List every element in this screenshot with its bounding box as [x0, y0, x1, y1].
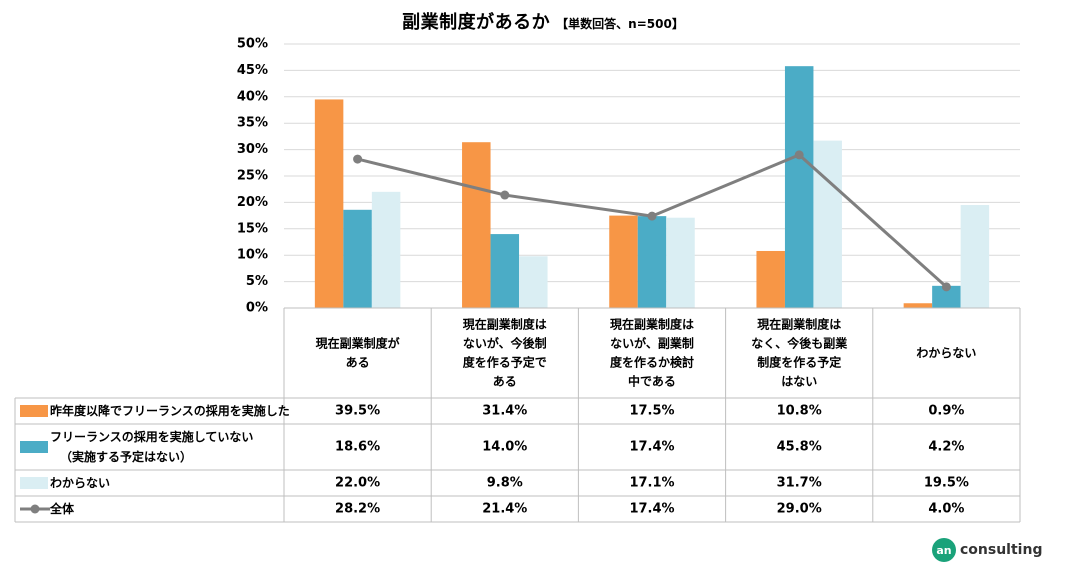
data-value-label: 45.8%: [777, 440, 822, 455]
line-point: [647, 211, 657, 221]
data-value-label: 22.0%: [335, 476, 380, 491]
y-tick-label: 5%: [246, 274, 268, 289]
line-point: [353, 154, 363, 164]
data-value-label: 17.1%: [629, 476, 674, 491]
y-tick-label: 15%: [237, 221, 268, 236]
category-label: なく、今後も副業: [751, 336, 848, 351]
y-tick-label: 20%: [237, 195, 268, 210]
category-label: わからない: [916, 346, 976, 360]
category-label: 現在副業制度は: [610, 317, 694, 332]
brand-logo-text: consulting: [960, 542, 1043, 558]
data-value-label: 0.9%: [928, 404, 964, 419]
y-tick-label: 10%: [237, 248, 268, 263]
data-value-label: 14.0%: [482, 440, 527, 455]
category-label: 制度を作る予定: [757, 355, 841, 370]
data-value-label: 17.5%: [629, 404, 674, 419]
data-value-label: 21.4%: [482, 502, 527, 517]
category-label: ないが、副業制: [610, 336, 694, 351]
chart-subtitle: 【単数回答、n=500】: [556, 17, 684, 31]
data-value-label: 31.7%: [777, 476, 822, 491]
category-label: はない: [781, 375, 817, 389]
category-label: ある: [493, 375, 517, 389]
bar: [371, 191, 401, 308]
data-value-label: 4.2%: [928, 440, 964, 455]
category-label: 度を作る予定で: [463, 355, 547, 370]
data-value-label: 17.4%: [629, 440, 674, 455]
data-value-label: 10.8%: [777, 404, 822, 419]
bar: [462, 142, 491, 308]
data-value-label: 9.8%: [487, 476, 523, 491]
chart-title-main: 副業制度があるか: [402, 12, 551, 33]
legend-swatch: [20, 405, 48, 417]
line-point: [500, 190, 510, 200]
data-value-label: 31.4%: [482, 404, 527, 419]
legend-label: （実施する予定はない）: [60, 449, 192, 464]
bar: [609, 215, 638, 308]
legend-label: フリーランスの採用を実施していない: [50, 429, 253, 444]
category-label: 現在副業制度は: [463, 317, 547, 332]
legend-swatch: [20, 477, 48, 489]
data-value-label: 28.2%: [335, 502, 380, 517]
bar: [813, 140, 842, 308]
bar: [756, 250, 785, 308]
legend-line-marker: [30, 504, 40, 514]
bar: [490, 234, 520, 308]
bar: [519, 256, 548, 308]
bar: [637, 216, 667, 308]
data-value-label: 18.6%: [335, 440, 380, 455]
legend-swatch: [20, 441, 48, 453]
brand-logo-badge: an: [932, 538, 956, 562]
data-value-label: 4.0%: [928, 502, 964, 517]
data-value-label: 19.5%: [924, 476, 969, 491]
category-label: 中である: [628, 374, 676, 389]
category-label: 度を作るか検討: [610, 355, 694, 370]
category-label: ある: [346, 356, 370, 370]
category-label: 現在副業制度が: [316, 336, 400, 351]
category-label: 現在副業制度は: [757, 317, 841, 332]
line-point: [794, 150, 804, 160]
bar: [314, 99, 344, 308]
bar: [932, 285, 961, 308]
brand-logo: an consulting: [932, 538, 1042, 562]
legend-label: 全体: [49, 501, 75, 516]
bar: [784, 66, 814, 309]
bar: [343, 209, 372, 308]
bar: [960, 205, 990, 308]
data-value-label: 17.4%: [629, 502, 674, 517]
y-tick-label: 35%: [237, 116, 268, 131]
category-label: ないが、今後制: [463, 336, 547, 351]
y-tick-label: 25%: [237, 169, 268, 184]
data-value-label: 39.5%: [335, 404, 380, 419]
y-tick-label: 0%: [246, 301, 268, 316]
y-tick-label: 50%: [237, 37, 268, 52]
y-tick-label: 30%: [237, 142, 268, 157]
line-point: [941, 282, 951, 292]
bar: [666, 217, 695, 308]
data-value-label: 29.0%: [777, 502, 822, 517]
legend-label: わからない: [50, 476, 110, 490]
y-tick-label: 40%: [237, 89, 268, 104]
y-tick-label: 45%: [237, 63, 268, 78]
bar: [903, 303, 933, 308]
chart-title: 副業制度があるか 【単数回答、n=500】: [0, 8, 1086, 34]
legend-label: 昨年度以降でフリーランスの採用を実施した: [50, 403, 290, 418]
